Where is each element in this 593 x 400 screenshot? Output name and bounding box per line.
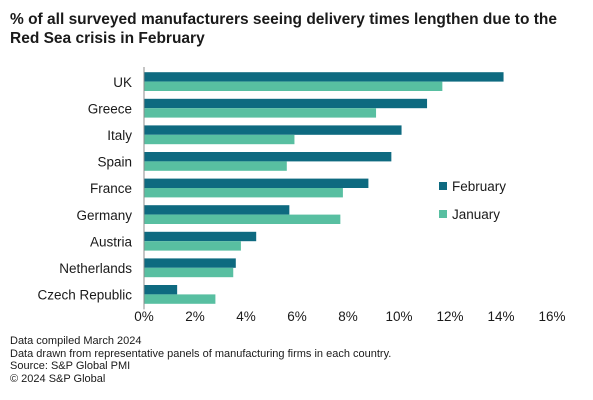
category-label-germany: Germany [76, 208, 132, 223]
x-tick-label-8: 16% [538, 309, 565, 324]
bar-january-italy [144, 134, 295, 145]
chart-title-line-2: Red Sea crisis in February [10, 30, 205, 47]
chart-notes: Data compiled March 2024 Data drawn from… [10, 335, 391, 385]
note-compiled: Data compiled March 2024 [10, 335, 142, 347]
bar-january-czech-republic [144, 294, 216, 304]
x-tick-label-1: 2% [185, 309, 205, 324]
bar-february-czech-republic [144, 285, 178, 295]
note-source: Source: S&P Global PMI [10, 360, 131, 373]
bar-january-netherlands [144, 267, 234, 278]
x-tick-label-3: 6% [287, 309, 307, 324]
category-label-greece: Greece [88, 101, 132, 116]
bar-january-greece [144, 108, 377, 118]
bar-february-spain [144, 152, 392, 162]
x-tick-label-4: 8% [338, 309, 358, 324]
bar-january-germany [144, 214, 341, 224]
note-copyright: © 2024 S&P Global [10, 372, 106, 385]
chart-title: % of all surveyed manufacturers seeing d… [10, 10, 585, 48]
bar-february-france [144, 178, 369, 188]
bar-january-austria [144, 241, 241, 251]
legend-swatch-february [439, 182, 447, 190]
category-label-netherlands: Netherlands [59, 261, 132, 276]
bar-january-uk [144, 81, 443, 91]
bar-february-italy [144, 125, 402, 135]
bar-january-france [144, 188, 343, 198]
category-label-spain: Spain [97, 155, 132, 170]
bar-chart: UK Greece Italy Spain France Germany Austria Ne… [37, 67, 566, 324]
legend-swatch-january [439, 210, 447, 218]
legend-label-january: January [452, 207, 500, 222]
x-tick-label-0: 0% [134, 309, 154, 324]
bar-february-austria [144, 231, 257, 242]
category-label-italy: Italy [107, 128, 132, 143]
bar-january-spain [144, 161, 287, 171]
bar-february-uk [144, 72, 504, 82]
category-label-france: France [90, 181, 132, 196]
bar-february-germany [144, 205, 290, 215]
category-label-czech-republic: Czech Republic [37, 288, 132, 303]
bar-february-greece [144, 98, 428, 109]
x-tick-label-7: 14% [487, 309, 514, 324]
bar-february-netherlands [144, 258, 236, 268]
category-label-uk: UK [113, 75, 132, 90]
chart-title-line-1: % of all surveyed manufacturers seeing d… [10, 11, 557, 28]
x-tick-label-5: 10% [385, 309, 412, 324]
x-tick-label-6: 12% [436, 309, 463, 324]
x-tick-label-2: 4% [236, 309, 256, 324]
note-data-description: Data drawn from representative panels of… [10, 347, 392, 360]
legend-label-february: February [452, 179, 506, 194]
category-label-austria: Austria [90, 234, 133, 249]
